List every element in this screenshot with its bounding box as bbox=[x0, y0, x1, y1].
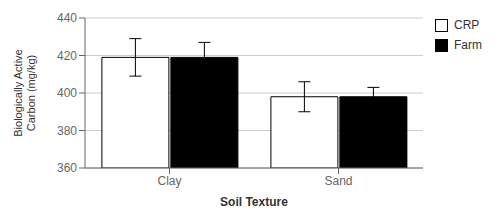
svg-text:Soil Texture: Soil Texture bbox=[220, 195, 288, 209]
svg-text:420: 420 bbox=[57, 49, 77, 63]
svg-text:Sand: Sand bbox=[324, 174, 352, 188]
svg-text:440: 440 bbox=[57, 11, 77, 25]
html-text:CRP: CRP bbox=[454, 18, 480, 32]
svg-text:380: 380 bbox=[57, 124, 77, 138]
svg-text:360: 360 bbox=[57, 161, 77, 175]
svg-text:Biologically ActiveCarbon (mg/: Biologically ActiveCarbon (mg/kg) bbox=[12, 49, 37, 136]
svg-text:400: 400 bbox=[57, 86, 77, 100]
html-text:Farm: Farm bbox=[454, 38, 482, 52]
svg-text:Clay: Clay bbox=[157, 174, 181, 188]
